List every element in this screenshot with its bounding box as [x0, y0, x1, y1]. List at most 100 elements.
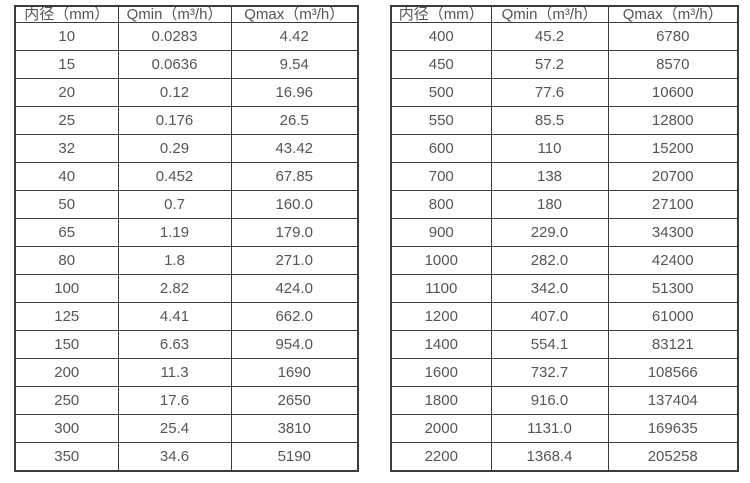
- table-cell: 20700: [607, 161, 739, 191]
- table-row: 50 0.7 160.0: [14, 189, 359, 219]
- table-cell: 25: [14, 105, 119, 135]
- table-cell: 400: [390, 22, 492, 51]
- table-cell: 282.0: [490, 245, 609, 275]
- table-row: 350 34.6 5190: [14, 441, 359, 472]
- table-row: 1400 554.1 83121: [390, 329, 739, 359]
- table-row: 25 0.176 26.5: [14, 105, 359, 135]
- table-cell: 160.0: [230, 189, 359, 219]
- table-cell: 554.1: [490, 329, 609, 359]
- table-cell: 500: [390, 77, 492, 107]
- table-cell: 32: [14, 133, 119, 163]
- table-cell: 85.5: [490, 105, 609, 135]
- table-cell: 342.0: [490, 273, 609, 303]
- table-body: 400 45.2 6780 450 57.2 8570 500 77.6 10600 550 85.…: [390, 22, 739, 472]
- table-cell: 1690: [230, 357, 359, 387]
- table-row: 80 1.8 271.0: [14, 245, 359, 275]
- table-cell: 10600: [607, 77, 739, 107]
- header-cell: Qmin（m³/h）: [490, 5, 609, 23]
- table-cell: 350: [14, 441, 119, 472]
- table-row: 400 45.2 6780: [390, 22, 739, 51]
- table-row: 1800 916.0 137404: [390, 385, 739, 415]
- table-row: 100 2.82 424.0: [14, 273, 359, 303]
- table-cell: 205258: [607, 441, 739, 472]
- table-cell: 137404: [607, 385, 739, 415]
- header-cell: Qmax（m³/h）: [230, 5, 359, 23]
- table-cell: 0.452: [117, 161, 232, 191]
- table-cell: 34300: [607, 217, 739, 247]
- table-row: 800 180 27100: [390, 189, 739, 219]
- table-cell: 3810: [230, 413, 359, 443]
- table-row: 200 11.3 1690: [14, 357, 359, 387]
- table-cell: 12800: [607, 105, 739, 135]
- table-cell: 6.63: [117, 329, 232, 359]
- table-cell: 2650: [230, 385, 359, 415]
- table-row: 500 77.6 10600: [390, 77, 739, 107]
- table-cell: 900: [390, 217, 492, 247]
- table-cell: 150: [14, 329, 119, 359]
- table-cell: 0.12: [117, 77, 232, 107]
- table-cell: 169635: [607, 413, 739, 443]
- table-cell: 954.0: [230, 329, 359, 359]
- table-cell: 83121: [607, 329, 739, 359]
- table-cell: 0.29: [117, 133, 232, 163]
- table-row: 1600 732.7 108566: [390, 357, 739, 387]
- table-cell: 108566: [607, 357, 739, 387]
- table-cell: 0.176: [117, 105, 232, 135]
- table-row: 250 17.6 2650: [14, 385, 359, 415]
- table-cell: 2000: [390, 413, 492, 443]
- table-row: 20 0.12 16.96: [14, 77, 359, 107]
- table-cell: 77.6: [490, 77, 609, 107]
- table-row: 125 4.41 662.0: [14, 301, 359, 331]
- table-cell: 1.19: [117, 217, 232, 247]
- table-cell: 0.7: [117, 189, 232, 219]
- table-cell: 51300: [607, 273, 739, 303]
- table-cell: 1600: [390, 357, 492, 387]
- table-cell: 424.0: [230, 273, 359, 303]
- table-cell: 1200: [390, 301, 492, 331]
- table-cell: 9.54: [230, 49, 359, 79]
- table-cell: 300: [14, 413, 119, 443]
- table-row: 550 85.5 12800: [390, 105, 739, 135]
- table-row: 40 0.452 67.85: [14, 161, 359, 191]
- table-cell: 4.41: [117, 301, 232, 331]
- table-cell: 0.0636: [117, 49, 232, 79]
- table-cell: 179.0: [230, 217, 359, 247]
- table-row: 15 0.0636 9.54: [14, 49, 359, 79]
- table-cell: 800: [390, 189, 492, 219]
- table-cell: 732.7: [490, 357, 609, 387]
- table-cell: 229.0: [490, 217, 609, 247]
- header-row: 内径（mm） Qmin（m³/h） Qmax（m³/h）: [390, 5, 739, 23]
- table-row: 450 57.2 8570: [390, 49, 739, 79]
- table-cell: 200: [14, 357, 119, 387]
- table-header: 内径（mm） Qmin（m³/h） Qmax（m³/h）: [14, 5, 359, 23]
- table-cell: 20: [14, 77, 119, 107]
- table-cell: 61000: [607, 301, 739, 331]
- table-cell: 15: [14, 49, 119, 79]
- table-cell: 1131.0: [490, 413, 609, 443]
- table-cell: 16.96: [230, 77, 359, 107]
- table-cell: 34.6: [117, 441, 232, 472]
- table-cell: 26.5: [230, 105, 359, 135]
- table-cell: 1100: [390, 273, 492, 303]
- table-row: 2200 1368.4 205258: [390, 441, 739, 472]
- table-cell: 662.0: [230, 301, 359, 331]
- table-cell: 600: [390, 133, 492, 163]
- table-cell: 42400: [607, 245, 739, 275]
- table-cell: 80: [14, 245, 119, 275]
- table-body: 10 0.0283 4.42 15 0.0636 9.54 20 0.12 16.96 25 0.1…: [14, 22, 359, 472]
- table-cell: 15200: [607, 133, 739, 163]
- table-cell: 17.6: [117, 385, 232, 415]
- table-cell: 1368.4: [490, 441, 609, 472]
- table-cell: 8570: [607, 49, 739, 79]
- table-cell: 0.0283: [117, 22, 232, 51]
- table-cell: 6780: [607, 22, 739, 51]
- header-cell: Qmax（m³/h）: [607, 5, 739, 23]
- table-cell: 50: [14, 189, 119, 219]
- table-cell: 110: [490, 133, 609, 163]
- table-row: 1200 407.0 61000: [390, 301, 739, 331]
- header-row: 内径（mm） Qmin（m³/h） Qmax（m³/h）: [14, 5, 359, 23]
- table-cell: 27100: [607, 189, 739, 219]
- flow-table-small-diameters: 内径（mm） Qmin（m³/h） Qmax（m³/h） 10 0.0283 4.42 1…: [14, 5, 359, 472]
- table-row: 300 25.4 3810: [14, 413, 359, 443]
